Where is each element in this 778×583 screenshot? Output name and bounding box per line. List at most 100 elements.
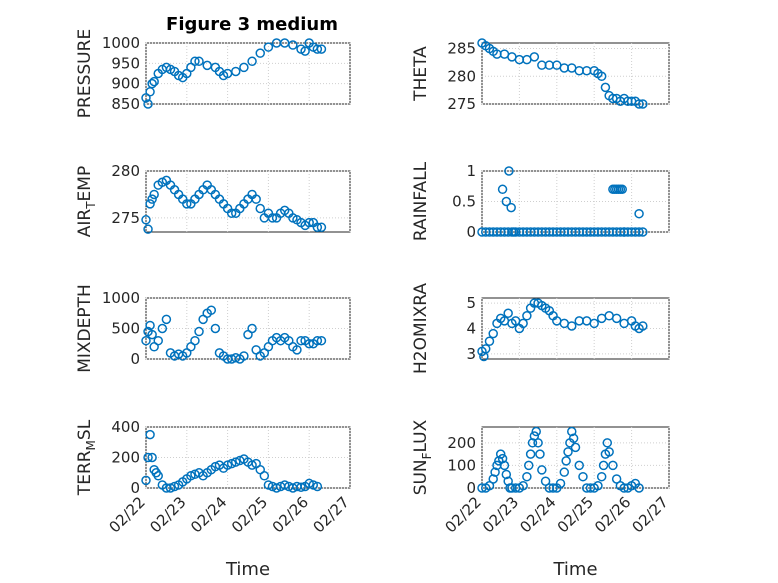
data-point	[497, 184, 508, 195]
y-tick-label: 200	[111, 449, 140, 467]
data-point	[484, 336, 495, 346]
data-point	[589, 318, 599, 329]
y-tick-label: 280	[111, 162, 140, 180]
data-point	[308, 480, 319, 490]
data-point	[570, 442, 581, 453]
subplot-air_temp: 275 280 AIRTEMP	[75, 162, 351, 237]
data-point	[226, 458, 237, 469]
data-point	[488, 328, 498, 339]
data-point	[141, 475, 151, 486]
data-point	[300, 46, 310, 56]
y-tick-label: 285	[447, 40, 476, 58]
x-tick-label: 02/26	[591, 493, 634, 536]
y-tick-label: 0	[130, 479, 140, 497]
data-point	[271, 483, 282, 493]
data-point	[304, 339, 314, 349]
data-point	[143, 99, 153, 109]
y-tick-label: 280	[447, 67, 476, 85]
x-tick-label: 02/27	[310, 493, 353, 536]
data-point	[522, 471, 532, 482]
data-point	[239, 351, 249, 361]
data-point	[634, 208, 644, 219]
data-point	[531, 426, 541, 437]
y-axis-label: RAINFALL	[411, 161, 431, 241]
x-tick-label: 02/25	[554, 493, 597, 536]
data-point	[239, 62, 249, 73]
data-point	[316, 222, 327, 233]
x-tick-label: 02/24	[187, 493, 230, 536]
data-point	[263, 42, 274, 52]
x-tick-label: 02/23	[146, 493, 189, 536]
data-point	[600, 82, 611, 93]
data-point	[147, 194, 157, 204]
data-point	[279, 480, 290, 490]
data-point	[634, 483, 644, 493]
data-point	[533, 438, 543, 448]
data-point	[524, 460, 534, 471]
y-tick-label: 100	[447, 456, 476, 474]
data-point	[316, 44, 327, 54]
y-tick-label: 275	[447, 95, 476, 113]
data-point	[194, 326, 204, 337]
data-point	[149, 76, 159, 87]
data-point	[194, 56, 204, 67]
data-point	[255, 203, 265, 214]
data-point	[596, 471, 607, 482]
data-point	[210, 323, 221, 334]
data-point	[312, 222, 323, 233]
data-point	[247, 460, 257, 470]
data-point	[596, 71, 607, 82]
data-point	[598, 460, 609, 471]
data-point	[231, 66, 241, 77]
y-tick-label: 0.5	[452, 193, 476, 211]
data-point	[608, 460, 618, 471]
y-axis-label: PRESSURE	[75, 29, 95, 118]
y-tick-label: 500	[111, 320, 140, 338]
plot-area	[481, 426, 670, 489]
data-point	[312, 335, 323, 346]
data-point	[190, 335, 200, 346]
data-point	[153, 471, 163, 481]
x-axis-label: Time	[552, 559, 597, 580]
data-point	[617, 184, 627, 195]
data-point	[509, 227, 519, 237]
x-tick-label: 02/27	[629, 493, 672, 536]
data-point	[263, 480, 274, 490]
data-point	[157, 323, 168, 334]
data-point	[226, 208, 237, 218]
y-tick-label: 900	[111, 75, 140, 93]
data-point	[488, 474, 498, 484]
data-point	[522, 311, 532, 321]
data-point	[247, 323, 257, 334]
data-point	[529, 52, 540, 62]
subplot-mixdepth: 0 500 1000 MIXDEPTH	[75, 284, 351, 373]
data-point	[518, 318, 528, 329]
y-tick-label: 950	[111, 54, 140, 72]
data-point	[503, 308, 513, 318]
data-point	[145, 199, 155, 209]
data-point	[525, 449, 536, 459]
data-point	[634, 227, 644, 237]
x-axis-label: Time	[225, 559, 270, 580]
data-point	[497, 453, 508, 464]
data-point	[490, 467, 500, 477]
y-axis-label: AIRTEMP	[75, 166, 98, 237]
data-point	[288, 40, 298, 50]
x-tick-label: 02/23	[479, 493, 522, 536]
data-point	[296, 482, 306, 492]
data-point	[518, 480, 528, 491]
data-point	[169, 481, 180, 492]
data-point	[316, 335, 327, 346]
data-point	[222, 460, 233, 470]
data-point	[145, 429, 155, 440]
y-axis-label: THETA	[411, 46, 431, 102]
data-point	[165, 483, 176, 493]
data-point	[504, 166, 514, 176]
data-point	[567, 426, 577, 437]
data-point	[292, 345, 302, 355]
data-point	[619, 227, 629, 237]
data-point	[143, 452, 153, 463]
